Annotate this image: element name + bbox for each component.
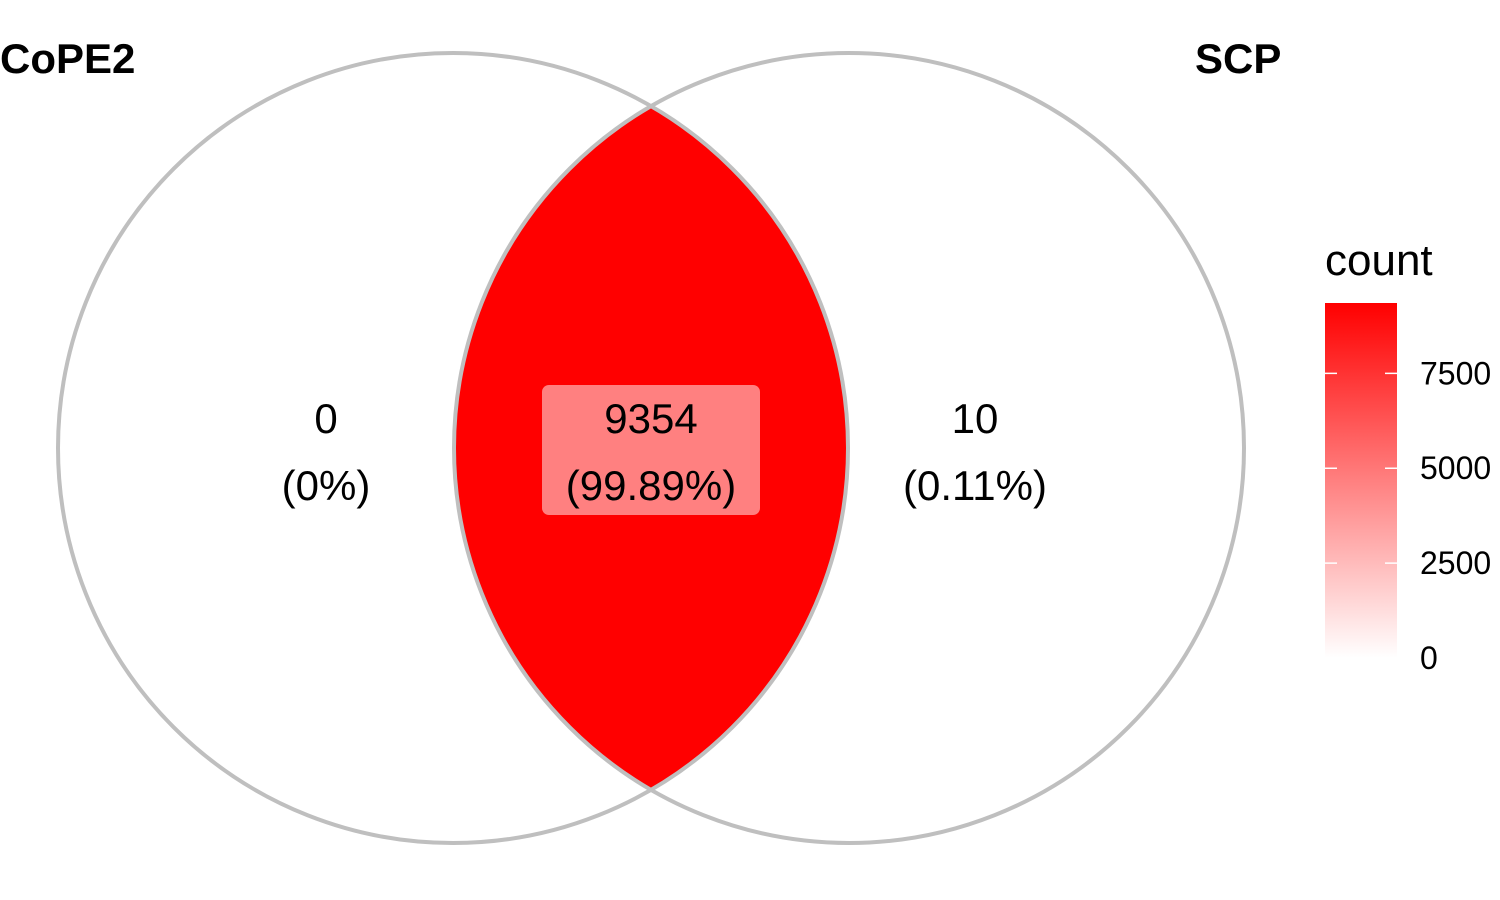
region-count-intersection: 9354 (604, 395, 697, 442)
region-count-cope2-only: 0 (314, 395, 337, 442)
intersection-label-box (542, 385, 760, 515)
region-percent-cope2-only: (0%) (282, 462, 371, 509)
region-percent-intersection: (99.89%) (566, 462, 736, 509)
region-count-scp-only: 10 (952, 395, 999, 442)
legend-colorbar (1325, 303, 1397, 658)
legend-tick-label: 5000 (1420, 450, 1491, 486)
region-scp-only (651, 53, 1246, 844)
region-percent-scp-only: (0.11%) (903, 462, 1047, 509)
legend-ticks: 7500 5000 2500 0 (1325, 355, 1491, 676)
legend-tick-label: 7500 (1420, 355, 1491, 391)
legend-title: count (1325, 236, 1433, 285)
legend-tick-label: 2500 (1420, 545, 1491, 581)
set-label-scp: SCP (1195, 35, 1281, 82)
set-circle-cope2 (56, 51, 850, 845)
set-label-cope2: CoPE2 (0, 35, 135, 82)
set-circle-scp (452, 51, 1246, 845)
legend-tick-label: 0 (1420, 640, 1438, 676)
legend: count 7500 5000 2500 0 (1325, 236, 1491, 676)
region-cope2-only (56, 52, 651, 843)
